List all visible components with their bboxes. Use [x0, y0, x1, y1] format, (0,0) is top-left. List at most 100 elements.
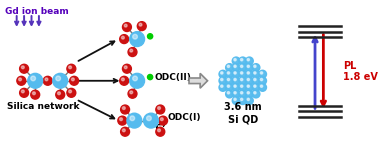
Circle shape [156, 127, 165, 136]
Circle shape [120, 76, 129, 85]
Circle shape [240, 85, 243, 87]
Circle shape [232, 64, 240, 71]
Circle shape [122, 64, 132, 73]
Circle shape [232, 57, 240, 65]
Circle shape [119, 118, 122, 121]
Circle shape [240, 72, 243, 74]
Circle shape [147, 116, 151, 121]
Circle shape [69, 90, 71, 93]
Text: PL
1.8 eV: PL 1.8 eV [343, 61, 378, 82]
Circle shape [147, 34, 153, 39]
Circle shape [252, 77, 260, 85]
Circle shape [22, 90, 24, 93]
Circle shape [130, 73, 144, 88]
Circle shape [122, 129, 125, 132]
Circle shape [45, 78, 48, 81]
Text: Silica network: Silica network [8, 102, 80, 111]
Text: Si QD: Si QD [228, 114, 258, 124]
Circle shape [156, 105, 165, 114]
Circle shape [219, 83, 227, 91]
Circle shape [247, 85, 249, 87]
Circle shape [240, 58, 243, 61]
Circle shape [247, 78, 249, 81]
Circle shape [226, 83, 233, 91]
Circle shape [219, 70, 227, 78]
Circle shape [252, 70, 260, 78]
Circle shape [260, 85, 263, 87]
Circle shape [234, 78, 236, 81]
Circle shape [53, 73, 68, 88]
Circle shape [121, 127, 130, 136]
Circle shape [20, 88, 28, 97]
Circle shape [221, 78, 223, 81]
Circle shape [247, 58, 249, 61]
Circle shape [226, 64, 233, 71]
Circle shape [232, 70, 240, 78]
Circle shape [232, 90, 240, 98]
Circle shape [245, 97, 253, 105]
Circle shape [254, 65, 256, 68]
Circle shape [234, 85, 236, 87]
Circle shape [121, 36, 124, 39]
Text: Gd ion beam: Gd ion beam [5, 7, 68, 16]
Circle shape [227, 65, 229, 68]
Circle shape [121, 78, 124, 81]
Circle shape [122, 23, 132, 32]
Circle shape [71, 78, 74, 81]
Circle shape [259, 77, 266, 85]
Circle shape [159, 116, 167, 125]
Circle shape [254, 72, 256, 74]
Text: E’: E’ [155, 124, 166, 134]
Circle shape [252, 90, 260, 98]
Circle shape [57, 92, 60, 95]
Circle shape [240, 92, 243, 94]
Circle shape [130, 91, 133, 94]
Circle shape [130, 32, 144, 46]
Circle shape [239, 90, 246, 98]
Circle shape [240, 65, 243, 68]
Circle shape [245, 77, 253, 85]
Circle shape [20, 64, 28, 73]
Circle shape [128, 89, 137, 98]
Circle shape [239, 97, 246, 105]
Circle shape [245, 83, 253, 91]
Circle shape [239, 57, 246, 65]
Circle shape [70, 76, 79, 85]
Circle shape [259, 83, 266, 91]
Circle shape [227, 92, 229, 94]
Circle shape [245, 64, 253, 71]
Circle shape [43, 76, 52, 85]
Circle shape [227, 78, 229, 81]
Circle shape [19, 78, 22, 81]
Circle shape [245, 70, 253, 78]
Circle shape [120, 35, 129, 44]
Circle shape [260, 78, 263, 81]
Circle shape [254, 92, 256, 94]
Circle shape [137, 22, 146, 31]
Circle shape [144, 113, 158, 128]
Text: ODC(I): ODC(I) [168, 113, 201, 122]
Circle shape [56, 76, 60, 81]
Circle shape [234, 72, 236, 74]
Circle shape [234, 58, 236, 61]
Circle shape [128, 48, 137, 56]
Circle shape [67, 64, 76, 73]
Circle shape [133, 34, 138, 39]
Circle shape [127, 113, 142, 128]
Circle shape [67, 88, 76, 97]
Circle shape [247, 98, 249, 101]
Circle shape [221, 72, 223, 74]
Circle shape [133, 76, 138, 81]
Circle shape [56, 90, 65, 99]
Circle shape [22, 66, 24, 69]
Circle shape [147, 74, 153, 80]
Circle shape [254, 85, 256, 87]
Circle shape [118, 116, 127, 125]
Circle shape [260, 72, 263, 74]
Circle shape [227, 85, 229, 87]
Circle shape [234, 98, 236, 101]
Circle shape [252, 64, 260, 71]
Circle shape [245, 57, 253, 65]
Circle shape [232, 83, 240, 91]
Circle shape [234, 65, 236, 68]
